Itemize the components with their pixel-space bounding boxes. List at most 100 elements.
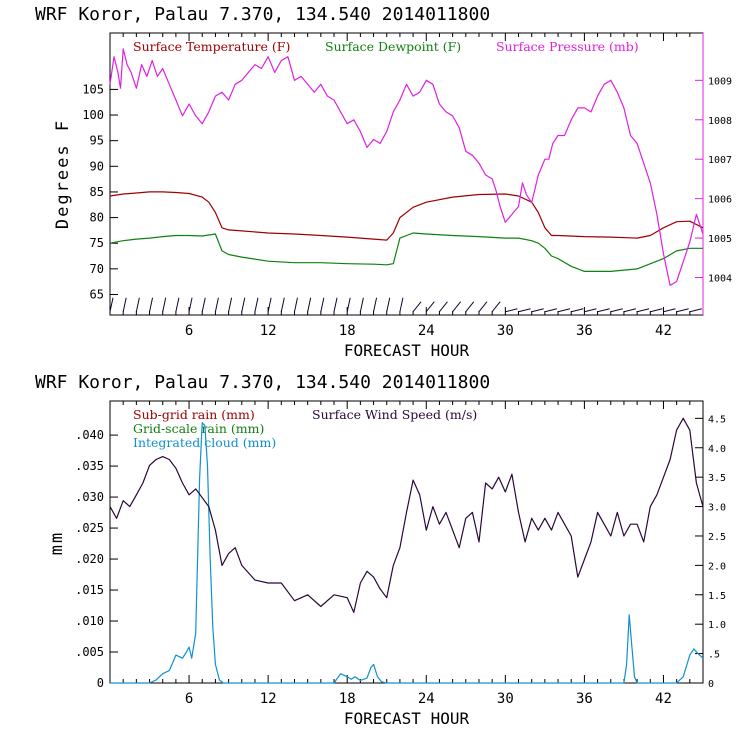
wind-barb xyxy=(188,297,193,312)
wind-barb xyxy=(478,301,488,313)
wind-barb xyxy=(412,301,422,313)
wind-barb xyxy=(676,308,689,313)
wind-barb xyxy=(650,308,663,313)
wind-barb xyxy=(241,297,246,312)
wind-barb xyxy=(518,308,531,313)
wind-barb xyxy=(280,297,285,312)
wind-barb xyxy=(610,308,623,313)
wind-barb xyxy=(320,297,325,312)
x-tick-label: 18 xyxy=(339,691,356,707)
y2-tick-label: 3.5 xyxy=(708,473,726,484)
y2-tick-label: 4.5 xyxy=(708,414,726,425)
wind-barb xyxy=(425,301,435,313)
x-tick-label: 12 xyxy=(260,691,277,707)
wind-barb xyxy=(439,301,448,313)
wind-barb xyxy=(254,297,259,312)
x-tick-label: 18 xyxy=(339,323,356,339)
wind-barb xyxy=(531,308,544,313)
y-tick-label: 100 xyxy=(82,108,104,122)
x-tick-label: 6 xyxy=(185,323,193,339)
y-tick-label: 70 xyxy=(90,262,104,276)
x-tick-label: 36 xyxy=(576,691,593,707)
x-tick-label: 30 xyxy=(497,691,514,707)
y2-tick-label: 1.5 xyxy=(708,591,726,602)
wind-barb xyxy=(293,297,298,312)
wind-barb xyxy=(228,297,233,312)
y2-tick-label: 2.0 xyxy=(708,561,726,572)
y-tick-label: .035 xyxy=(75,459,104,473)
series-line-surface-wind-speed xyxy=(109,417,704,614)
wind-barb xyxy=(465,301,475,313)
y-tick-label: 95 xyxy=(90,134,104,148)
y2-tick-label: 1009 xyxy=(708,76,732,87)
wind-barb xyxy=(452,301,462,313)
wind-barb xyxy=(333,297,338,312)
y2-tick-label: 1.0 xyxy=(708,620,726,631)
wind-barb xyxy=(214,297,219,312)
wind-barb xyxy=(307,297,312,312)
series-line-integrated-cloud xyxy=(110,422,704,684)
y-tick-label: 105 xyxy=(82,82,104,96)
y2-tick-label: 1004 xyxy=(708,274,732,285)
series-line-surface-pressure xyxy=(109,48,704,286)
y-tick-label: .040 xyxy=(75,428,104,442)
y-tick-label: .020 xyxy=(75,552,104,566)
y-tick-label: .015 xyxy=(75,583,104,597)
y-tick-label: 85 xyxy=(90,185,104,199)
x-tick-label: 36 xyxy=(576,323,593,339)
wind-barb xyxy=(689,308,702,313)
wind-barb xyxy=(346,297,351,312)
series-line-surface-dewpoint xyxy=(109,232,703,272)
chart-title: WRF Koror, Palau 7.370, 134.540 20140118… xyxy=(35,4,490,25)
wind-barb xyxy=(505,308,518,313)
x-axis-label: FORECAST HOUR xyxy=(344,709,470,728)
wind-barb xyxy=(491,301,501,313)
chart-title: WRF Koror, Palau 7.370, 134.540 20140118… xyxy=(35,372,490,393)
legend-surface-dewpoint: Surface Dewpoint (F) xyxy=(325,39,461,54)
y2-tick-label: .5 xyxy=(708,650,720,661)
legend-sub-grid-rain: Sub-grid rain (mm) xyxy=(133,407,255,422)
series-line-surface-temperature xyxy=(109,191,704,241)
wind-barb xyxy=(359,297,364,312)
wind-barb xyxy=(544,308,557,313)
y2-tick-label: 0 xyxy=(708,679,714,690)
wind-barb xyxy=(149,297,154,312)
wind-barb xyxy=(373,297,378,312)
wind-barb xyxy=(135,297,140,312)
y-tick-label: 0 xyxy=(97,676,104,690)
y2-tick-label: 1007 xyxy=(708,155,732,166)
y-tick-label: 75 xyxy=(90,236,104,250)
legend-integrated-cloud: Integrated cloud (mm) xyxy=(133,435,276,450)
x-tick-label: 24 xyxy=(418,323,435,339)
wind-barb xyxy=(663,308,676,313)
x-tick-label: 24 xyxy=(418,691,435,707)
wind-barb xyxy=(175,297,180,312)
y2-tick-label: 1005 xyxy=(708,234,732,245)
legend-surface-wind-speed: Surface Wind Speed (m/s) xyxy=(312,407,477,422)
y-tick-label: 80 xyxy=(90,211,104,225)
legend-surface-pressure: Surface Pressure (mb) xyxy=(496,39,639,54)
y-tick-label: 65 xyxy=(90,287,104,301)
x-tick-label: 6 xyxy=(185,691,193,707)
wind-barb xyxy=(109,297,114,312)
x-tick-label: 42 xyxy=(655,691,672,707)
wind-barb xyxy=(571,308,584,313)
legend-grid-scale-rain: Grid-scale rain (mm) xyxy=(133,421,264,436)
y2-tick-label: 1008 xyxy=(708,116,732,127)
y-tick-label: .025 xyxy=(75,521,104,535)
x-tick-label: 12 xyxy=(260,323,277,339)
wind-barb xyxy=(623,308,637,313)
y2-tick-label: 2.5 xyxy=(708,532,726,543)
wind-barb xyxy=(557,308,571,313)
wind-barbs xyxy=(109,297,702,313)
meteogram-temperature-panel: WRF Koror, Palau 7.370, 134.540 20140118… xyxy=(35,4,732,360)
y2-tick-label: 1006 xyxy=(708,195,732,206)
wind-barb xyxy=(162,297,167,312)
y-tick-label: 90 xyxy=(90,159,104,173)
wind-barb xyxy=(584,308,597,313)
meteogram-precipitation-panel: WRF Koror, Palau 7.370, 134.540 20140118… xyxy=(35,372,726,728)
x-tick-label: 42 xyxy=(655,323,672,339)
wind-barb xyxy=(386,297,391,312)
y-tick-label: .010 xyxy=(75,614,104,628)
